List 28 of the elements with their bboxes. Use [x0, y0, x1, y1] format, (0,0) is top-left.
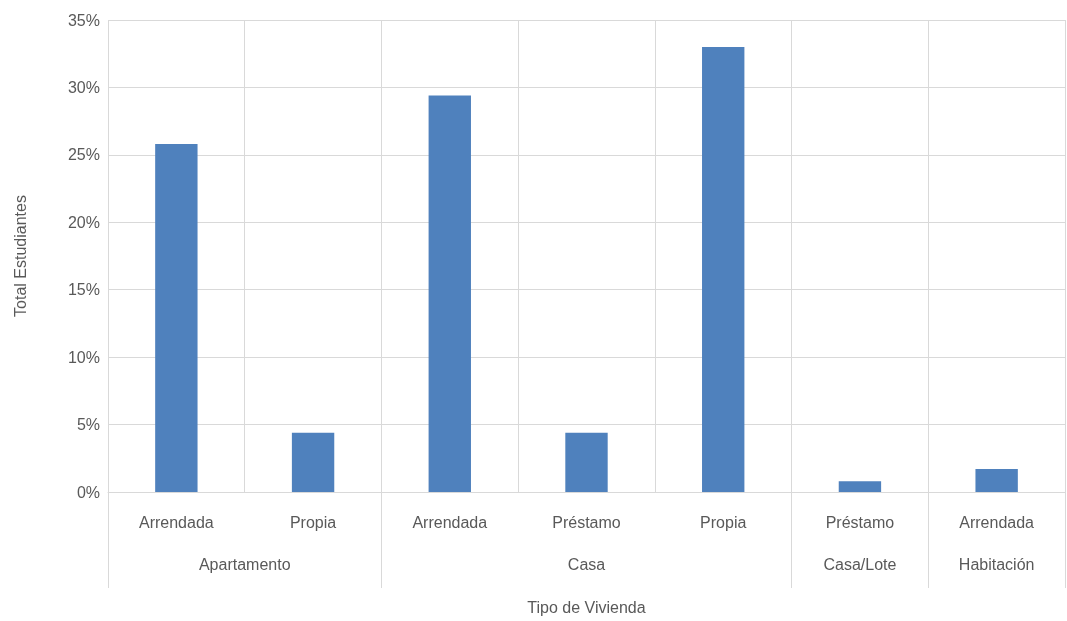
y-tick-label: 25%: [67, 146, 100, 164]
y-tick-label: 30%: [67, 78, 100, 96]
y-tick-label: 35%: [67, 11, 100, 29]
bar: [838, 481, 882, 492]
y-tick-label: 10%: [67, 348, 100, 366]
bar: [702, 46, 745, 492]
bar: [975, 469, 1018, 492]
x-tick-label: Propia: [700, 513, 747, 531]
y-tick-label: 0%: [76, 483, 100, 501]
x-tick-label: Arrendada: [959, 513, 1035, 531]
y-tick-label: 5%: [76, 416, 100, 434]
x-axis-title: Tipo de Vivienda: [527, 598, 646, 616]
text: Habitación: [958, 555, 1035, 573]
text: Casa/Lote: [823, 555, 897, 573]
x-tick-label: Arrendada: [139, 513, 214, 531]
x-tick-label: Préstamo: [825, 513, 895, 531]
bar: [155, 144, 198, 492]
y-tick-label: 15%: [67, 281, 100, 299]
bar: [291, 432, 335, 492]
x-tick-label: Arrendada: [412, 513, 488, 531]
x-tick-label: Préstamo: [552, 513, 621, 531]
x-tick-label: Propia: [289, 513, 337, 531]
text: Apartamento: [198, 555, 291, 573]
y-axis-title: Total Estudiantes: [11, 195, 29, 317]
bar: [565, 432, 608, 492]
text: Casa: [567, 555, 606, 573]
bar: [428, 95, 471, 492]
y-tick-label: 20%: [67, 213, 100, 231]
